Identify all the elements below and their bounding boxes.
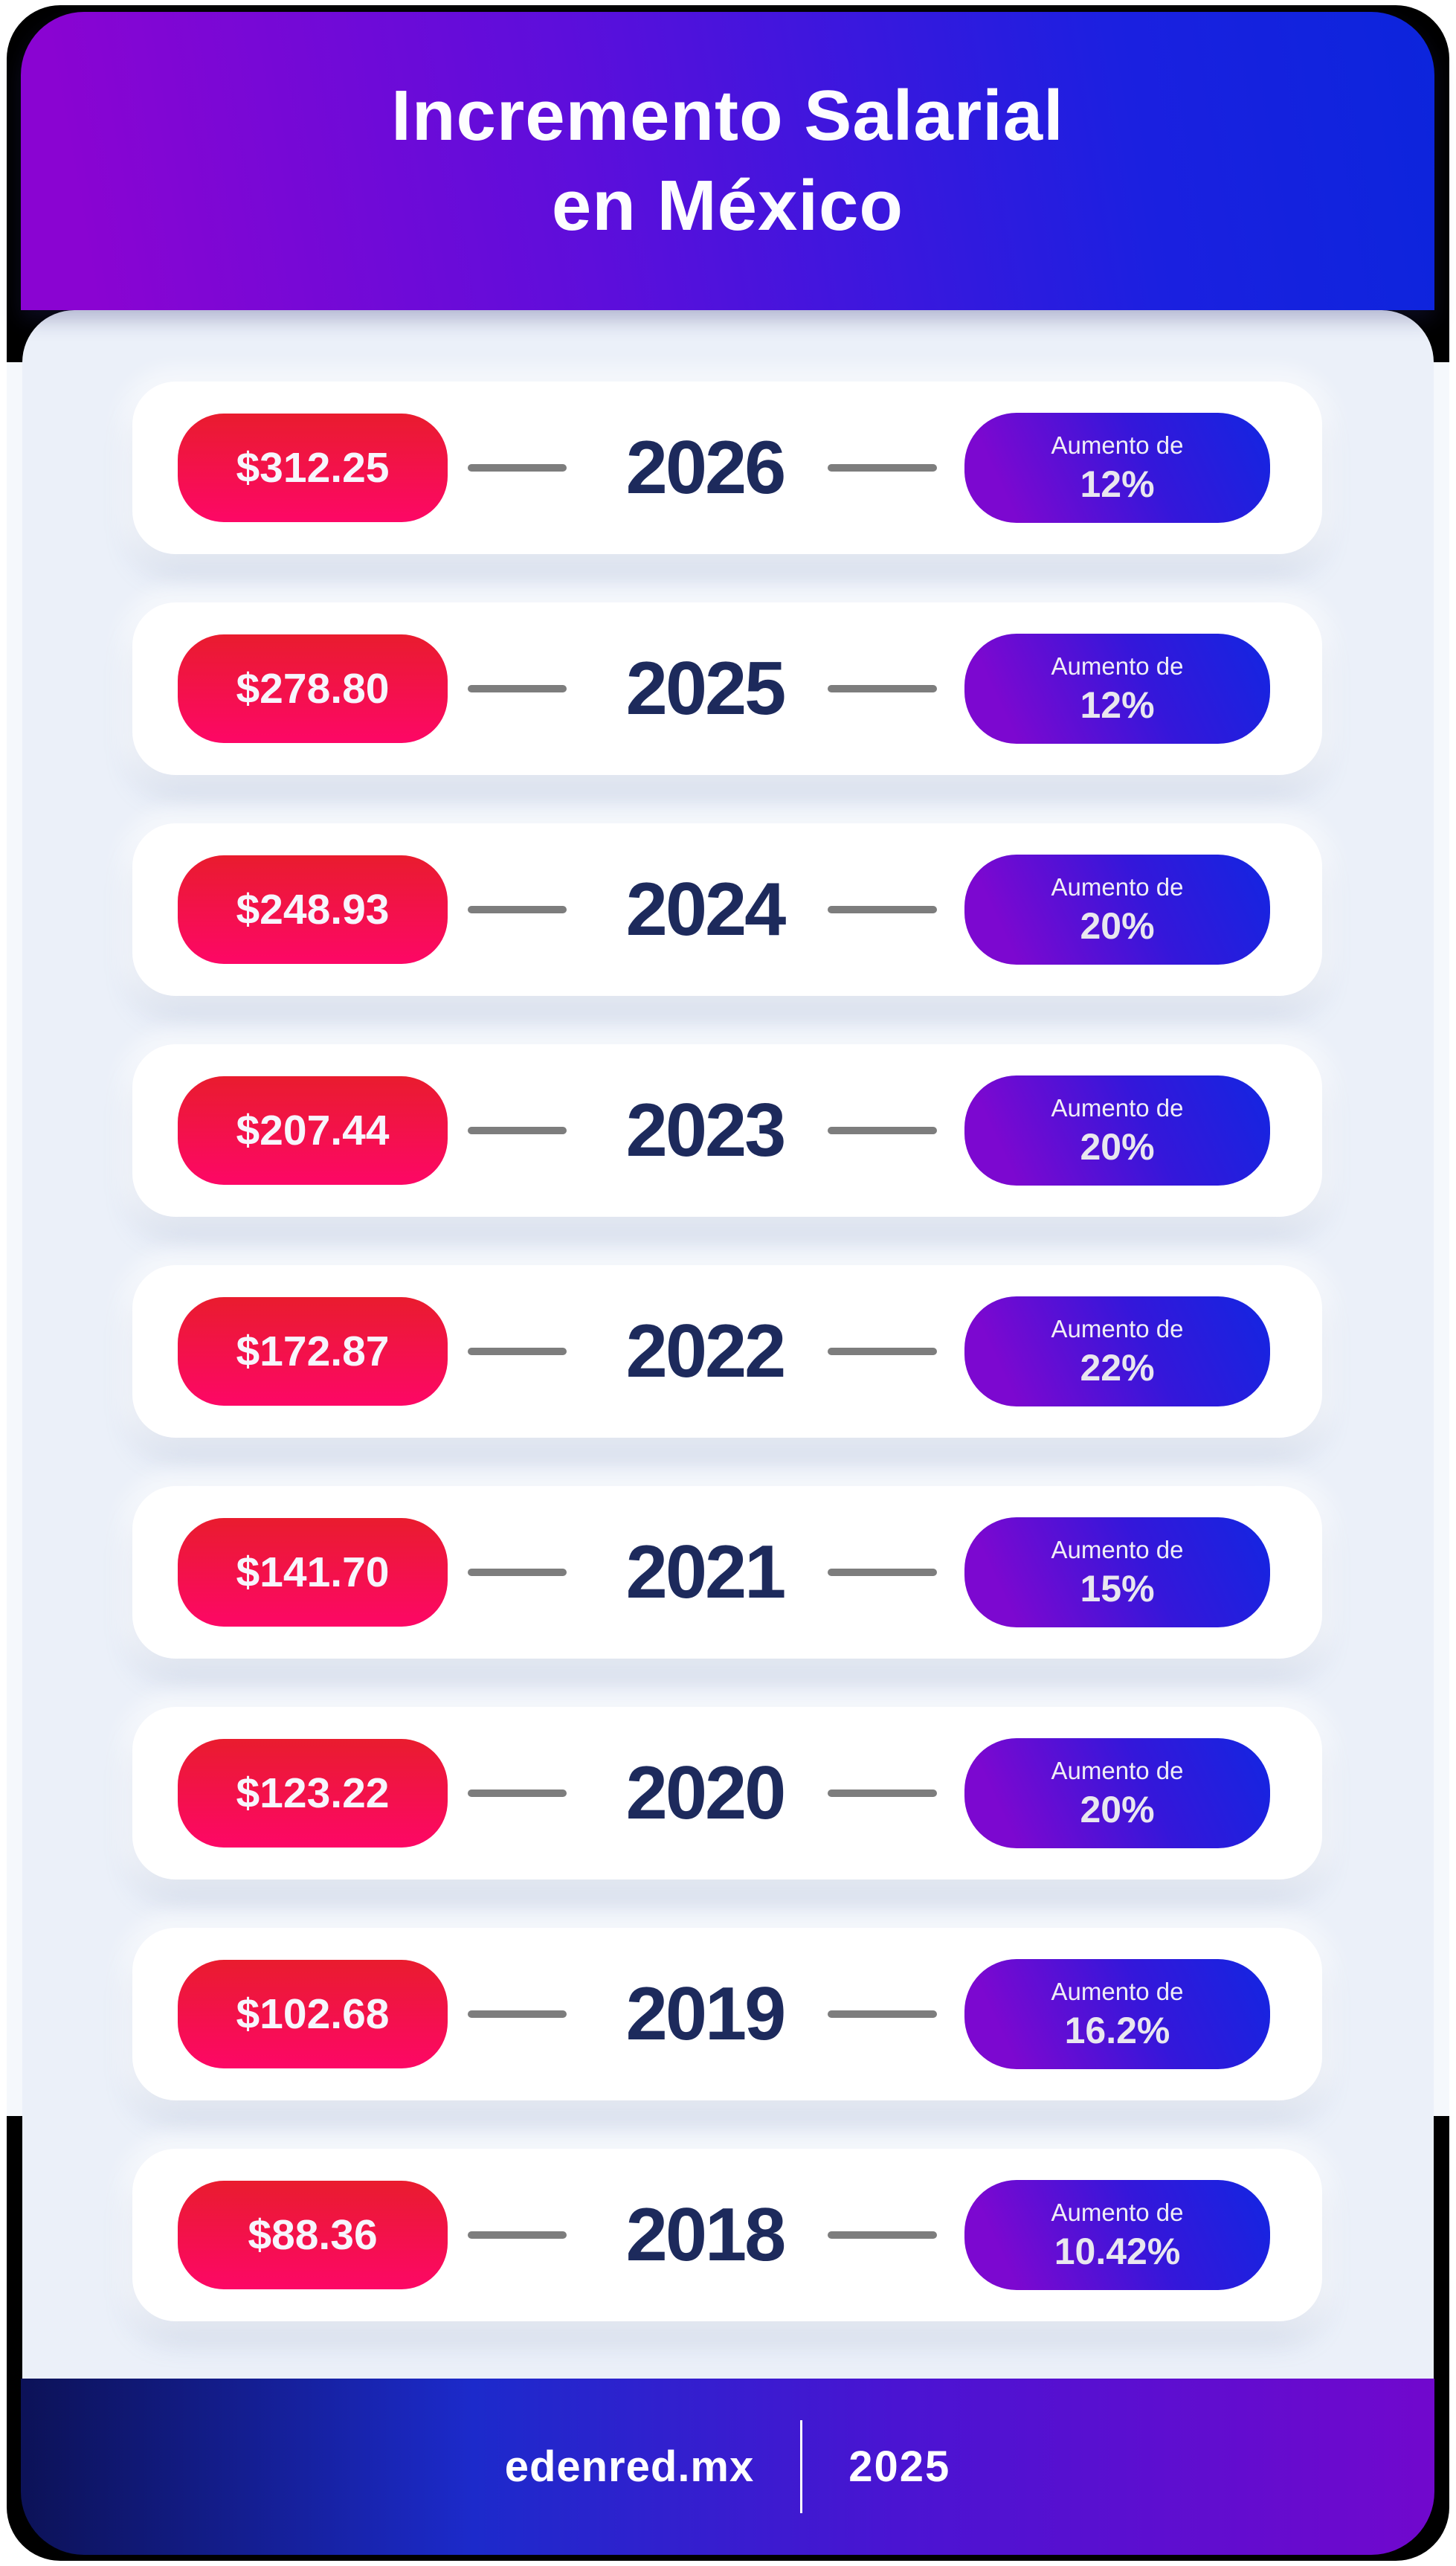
year-label: 2018 xyxy=(625,2193,787,2277)
amount-value: $172.87 xyxy=(236,1328,390,1375)
year-row-2020: $123.22 2020 Aumento de 20% xyxy=(132,1707,1322,1880)
increase-pill: Aumento de 12% xyxy=(964,413,1270,523)
connector-dash xyxy=(468,1348,567,1355)
increase-pill: Aumento de 20% xyxy=(964,1075,1270,1186)
increase-value: 15% xyxy=(1080,1567,1155,1610)
increase-value: 12% xyxy=(1080,463,1155,505)
increase-label: Aumento de xyxy=(1051,1756,1184,1784)
connector-dash xyxy=(468,2010,567,2018)
increase-label: Aumento de xyxy=(1051,1535,1184,1563)
connector-dash xyxy=(468,685,567,692)
amount-pill: $141.70 xyxy=(178,1518,448,1627)
amount-pill: $88.36 xyxy=(178,2181,448,2289)
year-label: 2020 xyxy=(625,1751,787,1835)
increase-label: Aumento de xyxy=(1051,652,1184,680)
footer-site-label: edenred.mx xyxy=(504,2443,755,2491)
increase-value: 10.42% xyxy=(1054,2230,1181,2272)
connector-dash xyxy=(828,1348,937,1355)
footer-divider xyxy=(800,2420,803,2513)
amount-value: $207.44 xyxy=(236,1107,390,1154)
increase-label: Aumento de xyxy=(1051,1093,1184,1122)
connector-dash xyxy=(468,464,567,472)
amount-pill: $102.68 xyxy=(178,1960,448,2068)
amount-value: $312.25 xyxy=(236,444,390,492)
connector-dash xyxy=(828,1790,937,1797)
increase-pill: Aumento de 20% xyxy=(964,855,1270,965)
increase-value: 12% xyxy=(1080,684,1155,726)
increase-label: Aumento de xyxy=(1051,1977,1184,2005)
amount-value: $123.22 xyxy=(236,1769,390,1817)
increase-value: 22% xyxy=(1080,1346,1155,1389)
amount-pill: $278.80 xyxy=(178,634,448,743)
increase-value: 20% xyxy=(1080,904,1155,947)
increase-pill: Aumento de 10.42% xyxy=(964,2180,1270,2290)
connector-dash xyxy=(468,1127,567,1134)
year-label: 2025 xyxy=(625,646,787,730)
page-title: Incremento Salarial en México xyxy=(391,71,1064,251)
year-label: 2022 xyxy=(625,1309,787,1393)
year-label: 2024 xyxy=(625,867,787,951)
increase-pill: Aumento de 16.2% xyxy=(964,1959,1270,2069)
increase-label: Aumento de xyxy=(1051,431,1184,459)
connector-dash xyxy=(468,1569,567,1576)
connector-dash xyxy=(828,685,937,692)
increase-pill: Aumento de 22% xyxy=(964,1296,1270,1406)
page-title-line2: en México xyxy=(551,165,904,245)
year-row-2019: $102.68 2019 Aumento de 16.2% xyxy=(132,1928,1322,2100)
amount-pill: $312.25 xyxy=(178,414,448,522)
amount-pill: $248.93 xyxy=(178,855,448,964)
connector-dash xyxy=(468,2231,567,2239)
year-label: 2026 xyxy=(625,425,787,509)
connector-dash xyxy=(828,1569,937,1576)
year-label: 2019 xyxy=(625,1972,787,2056)
connector-dash xyxy=(828,1127,937,1134)
year-row-2022: $172.87 2022 Aumento de 22% xyxy=(132,1265,1322,1438)
year-row-2026: $312.25 2026 Aumento de 12% xyxy=(132,382,1322,554)
connector-dash xyxy=(828,2231,937,2239)
increase-value: 20% xyxy=(1080,1788,1155,1830)
header-banner: Incremento Salarial en México xyxy=(21,12,1434,310)
footer-banner: edenred.mx 2025 xyxy=(21,2379,1434,2555)
increase-label: Aumento de xyxy=(1051,2198,1184,2226)
amount-pill: $172.87 xyxy=(178,1297,448,1406)
connector-dash xyxy=(468,906,567,913)
connector-dash xyxy=(828,906,937,913)
year-label: 2021 xyxy=(625,1530,787,1614)
amount-value: $278.80 xyxy=(236,665,390,713)
increase-label: Aumento de xyxy=(1051,1314,1184,1343)
page-title-line1: Incremento Salarial xyxy=(391,75,1064,155)
increase-value: 16.2% xyxy=(1064,2009,1170,2051)
amount-pill: $123.22 xyxy=(178,1739,448,1848)
amount-pill: $207.44 xyxy=(178,1076,448,1185)
increase-value: 20% xyxy=(1080,1125,1155,1168)
connector-dash xyxy=(468,1790,567,1797)
increase-pill: Aumento de 12% xyxy=(964,634,1270,744)
year-row-2024: $248.93 2024 Aumento de 20% xyxy=(132,823,1322,996)
amount-value: $248.93 xyxy=(236,886,390,933)
connector-dash xyxy=(828,464,937,472)
year-row-2018: $88.36 2018 Aumento de 10.42% xyxy=(132,2149,1322,2321)
amount-value: $102.68 xyxy=(236,1990,390,2038)
year-row-2025: $278.80 2025 Aumento de 12% xyxy=(132,602,1322,775)
year-row-2021: $141.70 2021 Aumento de 15% xyxy=(132,1486,1322,1659)
increase-pill: Aumento de 20% xyxy=(964,1738,1270,1848)
year-label: 2023 xyxy=(625,1088,787,1172)
increase-pill: Aumento de 15% xyxy=(964,1517,1270,1627)
footer-year-label: 2025 xyxy=(848,2443,951,2491)
increase-label: Aumento de xyxy=(1051,872,1184,901)
amount-value: $88.36 xyxy=(248,2211,378,2259)
connector-dash xyxy=(828,2010,937,2018)
year-row-2023: $207.44 2023 Aumento de 20% xyxy=(132,1044,1322,1217)
amount-value: $141.70 xyxy=(236,1549,390,1596)
